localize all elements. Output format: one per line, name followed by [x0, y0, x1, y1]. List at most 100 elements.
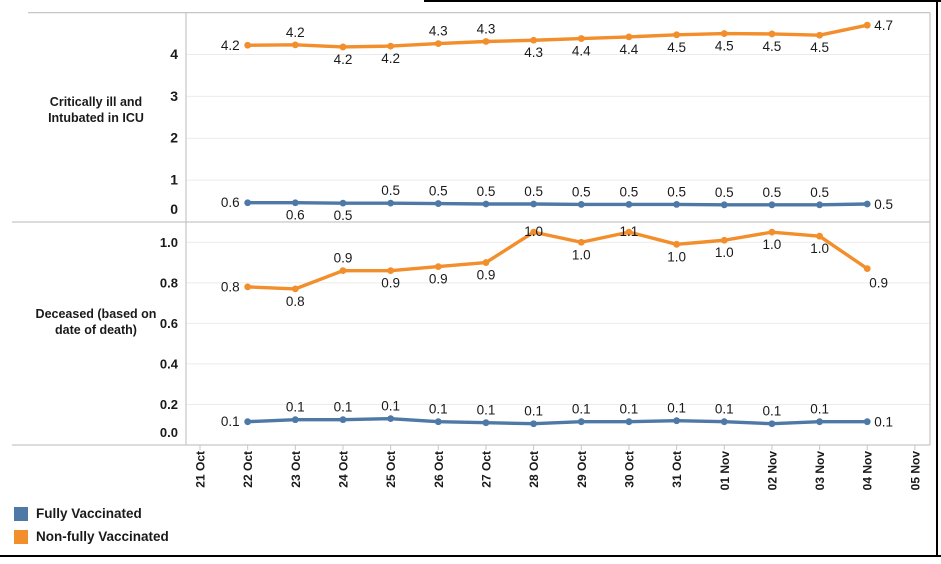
data-label: 1.1 — [620, 224, 639, 239]
y-tick-label: 4 — [170, 46, 178, 62]
data-label: 4.4 — [572, 44, 591, 59]
data-point-non-fully-vaccinated — [720, 30, 728, 37]
panel-title-deceased-line2: date of death) — [55, 323, 137, 337]
data-label: 0.6 — [221, 195, 240, 210]
data-label: 1.0 — [667, 249, 686, 264]
data-point-fully-vaccinated — [625, 418, 633, 426]
x-tick-label: 04 Nov — [861, 451, 875, 491]
data-point-non-fully-vaccinated — [577, 35, 585, 42]
data-point-fully-vaccinated — [387, 199, 395, 207]
data-label: 4.7 — [874, 18, 893, 33]
data-label: 0.9 — [334, 251, 353, 266]
data-point-fully-vaccinated — [720, 201, 728, 209]
x-tick-label: 26 Oct — [432, 451, 446, 488]
data-point-non-fully-vaccinated — [530, 228, 538, 236]
data-point-fully-vaccinated — [482, 200, 490, 208]
data-point-non-fully-vaccinated — [816, 232, 823, 240]
data-point-non-fully-vaccinated — [482, 259, 490, 266]
data-label: 0.5 — [524, 184, 543, 199]
data-label: 0.9 — [477, 268, 496, 283]
data-point-non-fully-vaccinated — [387, 267, 395, 275]
legend-item-fully-vaccinated[interactable]: Fully Vaccinated — [14, 502, 169, 525]
data-label: 1.0 — [715, 245, 734, 260]
y-tick-label: 0.2 — [160, 397, 178, 412]
data-label: 4.3 — [477, 21, 496, 36]
data-label: 0.9 — [429, 272, 448, 287]
data-point-non-fully-vaccinated — [816, 31, 823, 39]
data-label: 0.5 — [874, 197, 893, 212]
series-line-non-fully-vaccinated — [245, 23, 869, 49]
data-label: 4.5 — [810, 40, 829, 55]
data-point-fully-vaccinated — [482, 419, 490, 427]
data-point-non-fully-vaccinated — [291, 285, 299, 293]
panel-title-icu-line1: Critically ill and — [49, 95, 143, 109]
data-label: 1.0 — [763, 237, 782, 252]
data-label: 4.5 — [763, 39, 782, 54]
data-point-non-fully-vaccinated — [863, 265, 871, 273]
data-point-non-fully-vaccinated — [768, 228, 776, 236]
data-label: 0.1 — [334, 400, 353, 415]
data-label: 1.0 — [810, 241, 829, 256]
panel-title-deceased: Deceased (based on date of death) — [20, 306, 172, 338]
data-label: 4.2 — [334, 52, 353, 67]
x-tick-label: 30 Oct — [622, 451, 636, 488]
data-label: 0.1 — [620, 402, 639, 417]
data-label: 0.5 — [381, 183, 400, 198]
data-label: 4.5 — [715, 39, 734, 54]
data-label: 0.9 — [381, 276, 400, 291]
data-point-non-fully-vaccinated — [339, 43, 347, 51]
data-point-non-fully-vaccinated — [768, 30, 776, 38]
frame-border-bottom — [0, 555, 941, 557]
y-tick-label: 1.0 — [160, 235, 178, 250]
data-label: 0.1 — [221, 414, 240, 429]
data-label: 0.5 — [763, 185, 782, 200]
legend-swatch-fully-vaccinated — [14, 506, 28, 521]
legend-item-non-fully-vaccinated[interactable]: Non-fully Vaccinated — [14, 525, 169, 548]
data-point-fully-vaccinated — [816, 201, 823, 209]
data-label: 0.1 — [286, 400, 305, 415]
y-tick-label: 3 — [170, 88, 178, 104]
frame-border-right — [936, 0, 938, 557]
x-tick-label: 25 Oct — [384, 451, 398, 488]
data-label: 0.5 — [810, 185, 829, 200]
data-label: 0.5 — [715, 185, 734, 200]
y-tick-label: 2 — [170, 130, 178, 146]
data-label: 0.1 — [667, 401, 686, 416]
x-tick-label: 28 Oct — [527, 451, 541, 488]
data-label: 0.1 — [763, 404, 782, 419]
data-point-fully-vaccinated — [291, 416, 299, 424]
data-point-non-fully-vaccinated — [673, 31, 680, 39]
data-label: 0.5 — [477, 184, 496, 199]
data-point-non-fully-vaccinated — [673, 240, 680, 248]
panel-title-icu: Critically ill and Intubated in ICU — [20, 94, 172, 126]
data-point-non-fully-vaccinated — [339, 267, 347, 275]
chart-svg: 0 1 2 3 4 0.0 0.2 0.4 0.6 0.8 1.0 21 Oct 22 Oct 23 Oc… — [12, 12, 931, 491]
data-label: 0.1 — [810, 402, 829, 417]
data-point-fully-vaccinated — [339, 199, 347, 207]
data-point-fully-vaccinated — [291, 199, 299, 207]
data-label: 0.1 — [381, 399, 400, 414]
x-tick-label: 31 Oct — [670, 451, 684, 488]
data-point-non-fully-vaccinated — [625, 33, 633, 41]
data-point-non-fully-vaccinated — [863, 21, 871, 29]
data-label: 4.4 — [620, 42, 639, 57]
legend-label-non-fully-vaccinated: Non-fully Vaccinated — [36, 529, 169, 544]
y-tick-label: 1 — [170, 172, 178, 188]
data-point-fully-vaccinated — [387, 415, 395, 423]
y-tick-label: 0.6 — [160, 316, 178, 331]
data-point-fully-vaccinated — [530, 200, 538, 208]
data-point-non-fully-vaccinated — [387, 42, 395, 50]
x-tick-label: 05 Nov — [908, 451, 922, 491]
data-label: 4.5 — [667, 40, 686, 55]
data-point-fully-vaccinated — [673, 417, 680, 425]
data-label: 0.1 — [874, 415, 893, 430]
data-label: 0.9 — [869, 276, 888, 291]
data-label: 1.0 — [572, 247, 591, 262]
data-point-fully-vaccinated — [768, 420, 776, 428]
data-label: 0.5 — [667, 184, 686, 199]
x-tick-label: 03 Nov — [813, 451, 827, 491]
series-line-fully-vaccinated — [245, 416, 869, 426]
data-point-non-fully-vaccinated — [434, 263, 442, 270]
data-point-fully-vaccinated — [816, 418, 823, 426]
x-tick-label: 22 Oct — [241, 451, 255, 488]
